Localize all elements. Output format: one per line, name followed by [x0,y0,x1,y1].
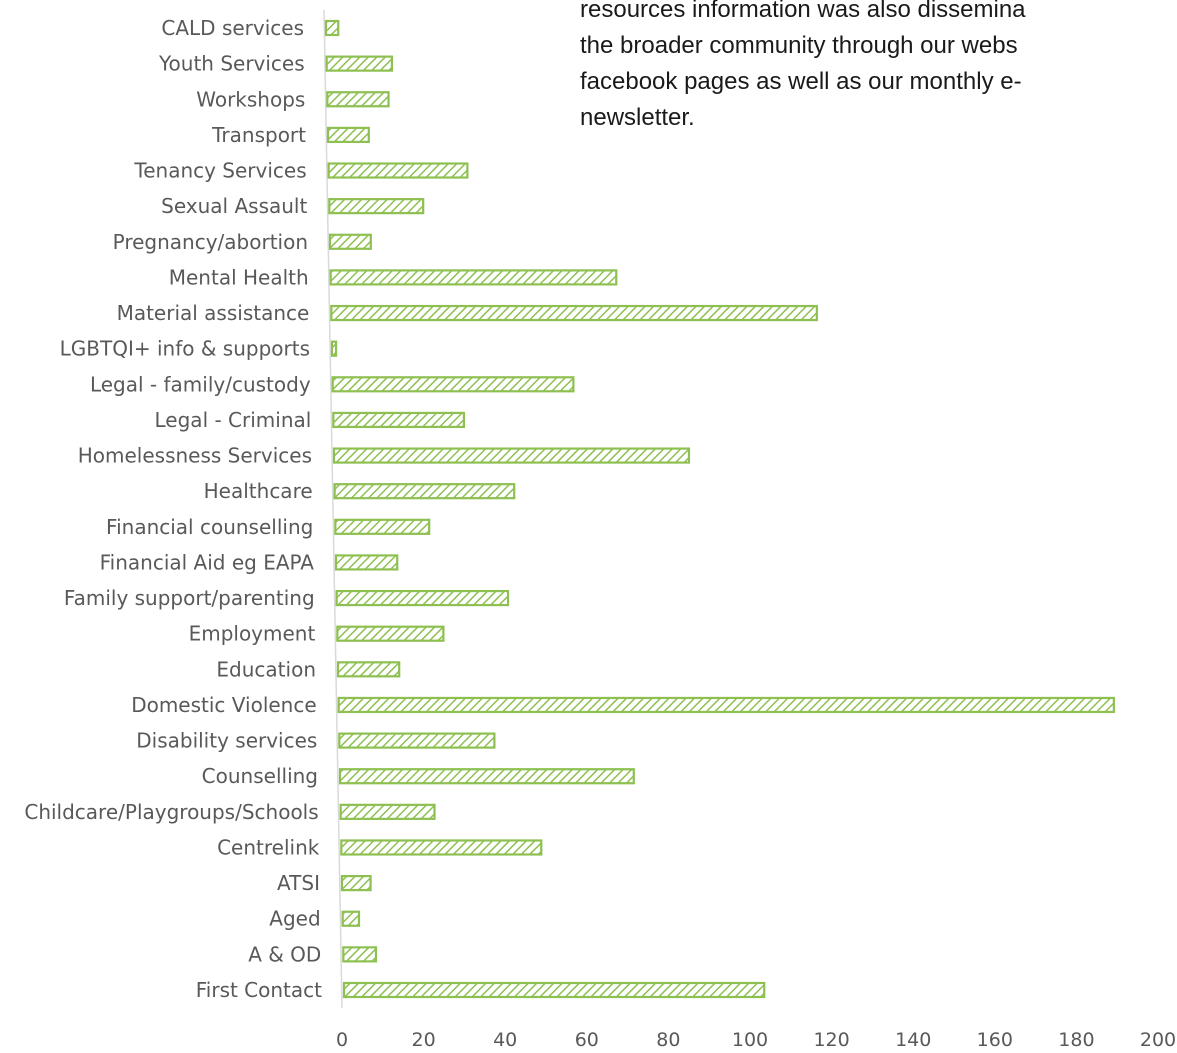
bar-atsi [340,875,372,892]
x-tick-label: 80 [656,1029,680,1051]
bar-workshops [326,91,390,108]
category-label: Aged [269,907,320,931]
bar-domestic-violence [337,696,1115,714]
x-tick-label: 160 [977,1029,1013,1051]
x-tick-label: 120 [813,1029,849,1051]
bar-mental-health [329,269,618,286]
bar-lgbtqi-info-supports [330,340,338,357]
bar-legal-family-custody [331,376,575,393]
bar-family-support-parenting [335,589,510,607]
axis-layer [323,9,343,1009]
category-label: LGBTQI+ info & supports [60,337,310,361]
bar-aged [341,910,361,927]
category-label: Workshops [196,87,305,111]
side-paragraph-line: facebook pages as well as our monthly e- [580,68,1022,95]
category-label: Employment [189,622,316,646]
category-label: Domestic Violence [131,693,316,717]
x-tick-label: 60 [575,1029,599,1051]
x-tick-label: 0 [336,1029,348,1051]
bar-legal-criminal [332,411,465,429]
category-label: Sexual Assault [161,194,307,218]
bar-disability-services [338,732,496,749]
side-paragraph-line: newsletter. [580,104,695,131]
x-axis-ticks: 0 20 40 60 80 100 120 140 160 180 200 [336,1029,1176,1051]
category-label: Mental Health [169,265,309,289]
category-label: A & OD [248,942,321,966]
bar-counselling [338,768,635,785]
bar-education [336,661,401,678]
side-paragraph-line: resources information was also dissemina [580,0,1026,23]
bar-a-od [342,946,378,963]
bar-material-assistance [330,304,818,322]
category-label: Pregnancy/abortion [113,230,308,254]
x-tick-label: 100 [732,1029,768,1051]
bar-childcare-playgroups-schools [339,803,436,820]
side-paragraph-line: the broader community through our webs [580,32,1018,59]
category-label: CALD services [161,16,304,40]
category-label: Financial Aid eg EAPA [100,550,315,574]
category-label: Childcare/Playgroups/Schools [24,800,318,824]
category-label: Family support/parenting [64,586,315,610]
bar-transport [326,126,370,143]
bar-tenancy-services [327,162,469,179]
bar-financial-aid-eg-eapa [334,554,399,571]
bar-healthcare [333,483,516,500]
category-labels: CALD services Youth Services Workshops Tran… [24,16,322,1002]
category-label: Youth Services [158,52,305,76]
category-label: Education [216,657,316,681]
bar-pregnancy-abortion [328,233,372,250]
x-tick-label: 200 [1140,1029,1176,1051]
x-tick-label: 40 [493,1029,517,1051]
category-label: Transport [211,123,306,147]
category-label: Homelessness Services [78,444,312,468]
category-label: Healthcare [204,479,313,503]
category-label: Financial counselling [106,515,313,539]
bar-employment [336,625,445,642]
bars-layer [324,19,1115,999]
bar-financial-counselling [334,518,431,535]
bar-cald-services [324,19,340,37]
category-label: Centrelink [217,835,320,859]
bar-homelessness-services [332,447,691,464]
side-paragraph: resources information was also dissemina… [580,0,1026,136]
y-axis-line [323,9,343,1009]
x-tick-label: 140 [895,1029,931,1051]
category-label: Legal - family/custody [90,372,311,396]
category-label: First Contact [196,978,322,1002]
category-label: Disability services [136,729,317,753]
category-label: Material assistance [117,301,310,325]
bar-sexual-assault [328,198,425,215]
category-label: ATSI [277,871,320,895]
x-tick-label: 20 [412,1029,436,1051]
bar-youth-services [325,55,394,72]
category-label: Counselling [202,764,318,788]
x-tick-label: 180 [1058,1029,1094,1051]
category-label: Tenancy Services [133,159,306,183]
bar-centrelink [340,839,543,856]
category-label: Legal - Criminal [155,408,312,432]
bar-first-contact [342,981,766,999]
